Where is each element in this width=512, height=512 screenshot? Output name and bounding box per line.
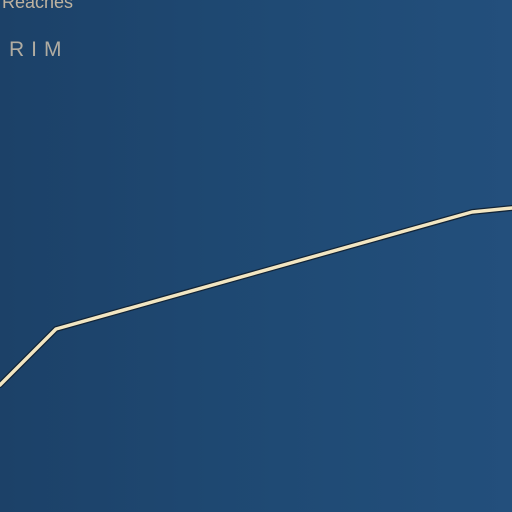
curve-line: [0, 206, 512, 387]
subheading-rim: RIM: [9, 38, 69, 61]
top-caption: Reaches: [2, 0, 74, 12]
curve-line-shadow: [0, 205, 512, 388]
